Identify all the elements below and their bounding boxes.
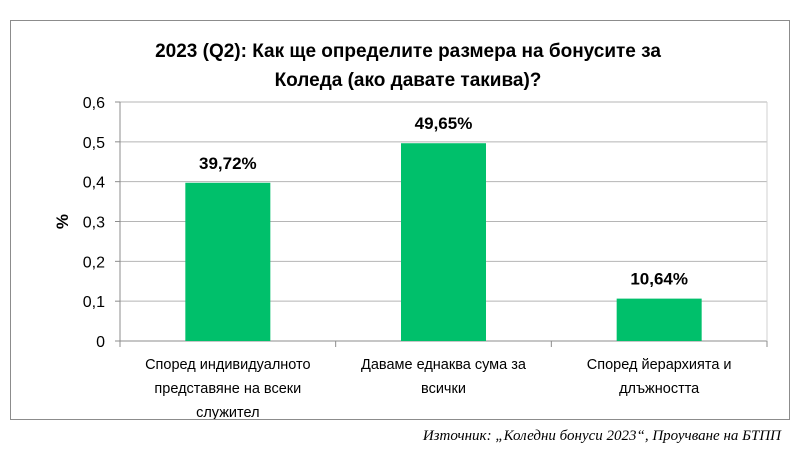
bars [185,143,702,341]
chart-frame: 2023 (Q2): Как ще определите размера на … [10,20,790,420]
bar-chart: 2023 (Q2): Как ще определите размера на … [53,41,768,419]
y-tick-labels: 0 0,1 0,2 0,3 0,4 0,5 0,6 [83,95,105,351]
y-tick-label-6: 0,6 [83,95,105,112]
category-label-2-line-1: Даваме еднаква сума за [361,357,527,373]
source-note: Източник: „Коледни бонуси 2023“, Проучва… [422,428,781,444]
category-label-1-line-3: служител [196,405,259,419]
chart-title-line-1: 2023 (Q2): Как ще определите размера на … [155,41,661,62]
data-labels: 39,72% 49,65% 10,64% [199,114,688,288]
y-tick-label-2: 0,2 [83,254,105,271]
category-label-3-line-2: длъжността [619,381,700,397]
y-tick-label-5: 0,5 [83,135,105,152]
bar-2 [401,143,486,341]
category-label-1-line-2: представяне на всеки [154,381,301,397]
data-label-3: 10,64% [630,270,688,289]
category-label-3-line-1: Според йерархията и [587,357,732,373]
category-labels: Според индивидуалното представяне на всек… [145,357,731,419]
bar-1 [185,182,271,341]
y-tick-label-0: 0 [96,334,105,351]
data-label-1: 39,72% [199,154,257,173]
bar-3 [616,298,702,341]
y-tick-label-3: 0,3 [83,215,105,232]
y-tick-label-4: 0,4 [83,175,105,192]
data-label-2: 49,65% [415,114,473,133]
chart-title-line-2: Коледа (ако давате такива)? [275,70,542,91]
y-tick-label-1: 0,1 [83,294,105,311]
category-label-2-line-2: всички [421,381,466,397]
category-label-1-line-1: Според индивидуалното [145,357,311,373]
chart-title: 2023 (Q2): Как ще определите размера на … [155,41,661,91]
y-axis-label: % [53,214,72,229]
